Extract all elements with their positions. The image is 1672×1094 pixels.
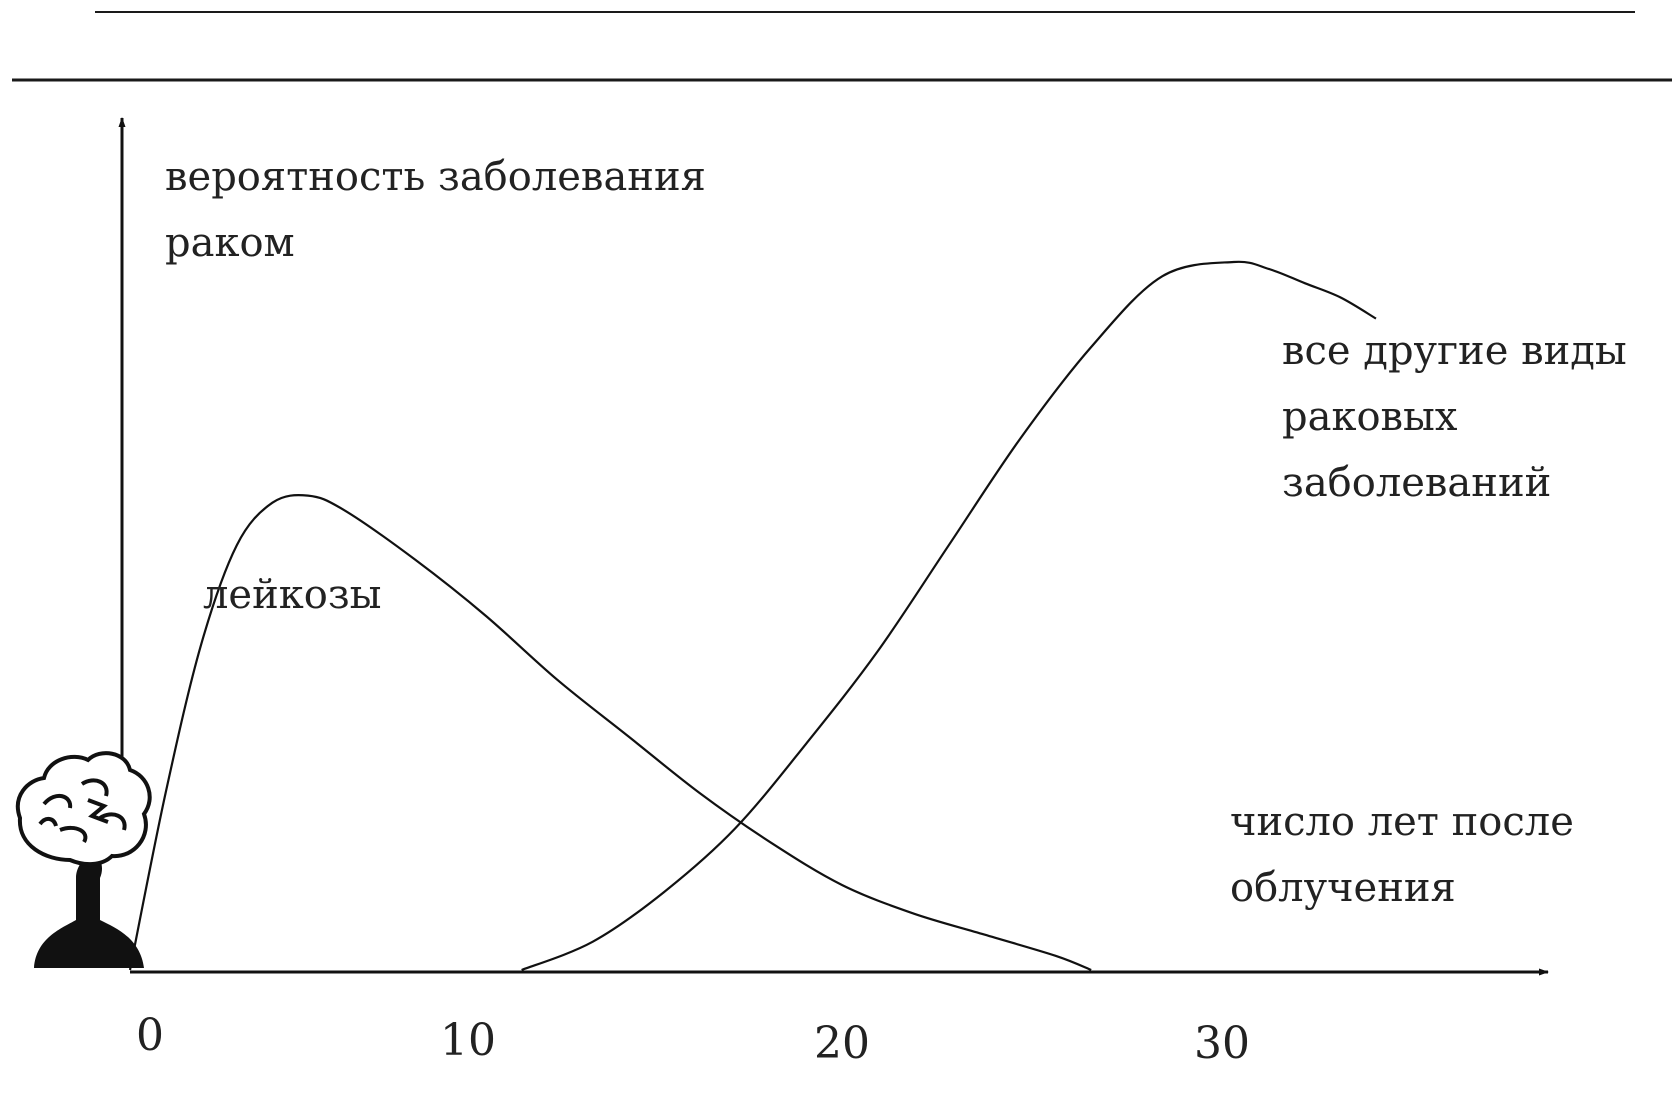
x-axis-label: число лет после облучения xyxy=(1230,799,1587,911)
series-label-other-line-3: заболеваний xyxy=(1282,460,1551,506)
series-label-leukemia: лейкозы xyxy=(203,572,381,618)
x-axis-label-line-1: число лет после xyxy=(1230,799,1574,845)
series-line-leukemia xyxy=(128,493,1092,972)
series-label-other-line-2: раковых xyxy=(1282,394,1458,440)
series-label-other-cancers: все другие виды раковых заболеваний xyxy=(1282,328,1639,506)
y-axis-label-line-1: вероятность заболевания xyxy=(165,154,706,200)
series-line-other-cancers xyxy=(521,260,1377,972)
x-axis-label-line-2: облучения xyxy=(1230,865,1456,911)
x-tick-label-0: 0 xyxy=(136,1010,164,1061)
y-axis-label-line-2: раком xyxy=(165,220,295,266)
x-tick-label-10: 10 xyxy=(440,1015,496,1066)
y-axis-label: вероятность заболевания раком xyxy=(165,154,719,266)
nuclear-explosion-icon xyxy=(16,751,152,968)
series-label-other-line-1: все другие виды xyxy=(1282,328,1627,374)
x-tick-label-20: 20 xyxy=(814,1018,870,1069)
x-tick-label-30: 30 xyxy=(1194,1018,1250,1069)
